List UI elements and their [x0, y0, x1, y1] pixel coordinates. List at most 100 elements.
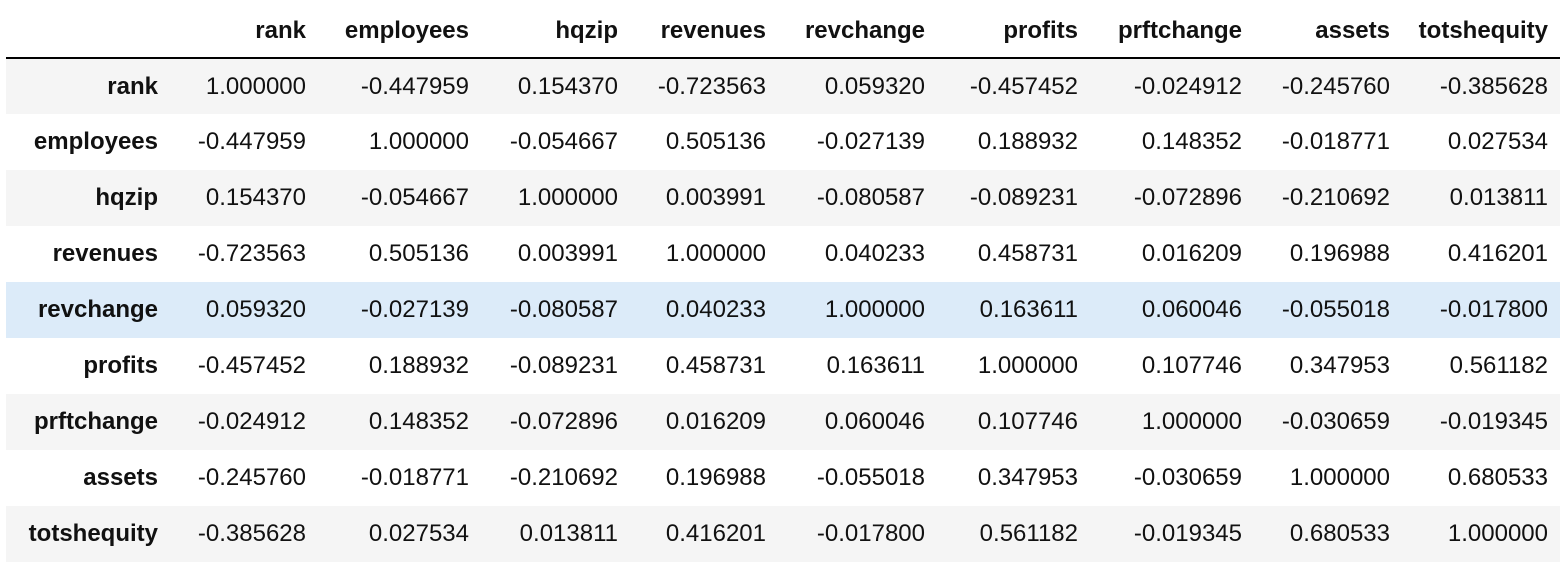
table-cell: -0.055018	[1281, 296, 1390, 323]
table-cell: 0.416201	[665, 520, 766, 547]
column-header-revenues: revenues	[630, 5, 778, 59]
table-row: employees -0.447959 1.000000 -0.054667 0.505…	[6, 114, 1560, 170]
table-cell: 0.347953	[977, 464, 1078, 491]
table-cell: -0.210692	[509, 464, 618, 491]
column-header-profits: profits	[937, 5, 1090, 59]
table-cell: 0.013811	[1449, 184, 1548, 211]
table-cell: 0.016209	[665, 408, 766, 435]
table-cell: 0.347953	[1289, 352, 1390, 379]
table-cell: -0.027139	[360, 296, 469, 323]
row-label: prftchange	[33, 408, 158, 435]
table-cell: 0.561182	[979, 520, 1078, 547]
table-cell: -0.210692	[1281, 184, 1390, 211]
table-cell: -0.385628	[1439, 72, 1548, 100]
table-cell: 0.016209	[1141, 240, 1242, 267]
table-cell: -0.030659	[1133, 464, 1242, 491]
table-cell: 0.059320	[824, 72, 925, 100]
row-label: employees	[33, 128, 158, 155]
correlation-table: rank employees hqzip revenues revchange …	[6, 5, 1560, 562]
table-cell: -0.457452	[197, 352, 306, 379]
table-cell: -0.019345	[1439, 408, 1548, 435]
table-cell: -0.447959	[360, 72, 469, 100]
table-cell: -0.017800	[816, 520, 925, 547]
table-row: profits -0.457452 0.188932 -0.089231 0.45873…	[6, 338, 1560, 394]
table-cell: 1.000000	[368, 128, 469, 155]
column-header-assets: assets	[1254, 5, 1402, 59]
column-header-revchange: revchange	[778, 5, 937, 59]
table-cell: -0.054667	[360, 184, 469, 211]
table-cell: -0.018771	[360, 464, 469, 491]
row-label: profits	[83, 352, 158, 379]
table-cell: 0.107746	[1141, 352, 1242, 379]
table-cell: -0.080587	[816, 184, 925, 211]
column-header-prftchange: prftchange	[1090, 5, 1254, 59]
row-label: hqzip	[95, 184, 158, 211]
table-cell: -0.030659	[1281, 408, 1390, 435]
row-label: revenues	[52, 240, 158, 267]
table-cell: 1.000000	[1447, 520, 1548, 547]
table-row: prftchange -0.024912 0.148352 -0.072896 0.01…	[6, 394, 1560, 450]
table-cell: 0.148352	[1141, 128, 1242, 155]
table-cell: 0.003991	[517, 240, 618, 267]
table-cell: -0.457452	[969, 72, 1078, 100]
table-cell: 0.196988	[665, 464, 766, 491]
table-cell: -0.055018	[816, 464, 925, 491]
table-cell: 0.505136	[368, 240, 469, 267]
column-header-hqzip: hqzip	[481, 5, 630, 59]
column-header-totshequity: totshequity	[1402, 5, 1560, 59]
table-cell: 0.013811	[519, 520, 618, 547]
table-cell: 1.000000	[665, 240, 766, 267]
table-cell: 0.196988	[1289, 240, 1390, 267]
table-cell: 0.060046	[824, 408, 925, 435]
table-cell: 1.000000	[1289, 464, 1390, 491]
table-row: assets -0.245760 -0.018771 -0.210692 0.19698…	[6, 450, 1560, 506]
table-cell: -0.385628	[197, 520, 306, 547]
table-cell: -0.024912	[197, 408, 306, 435]
table-cell: 0.060046	[1141, 296, 1242, 323]
table-cell: 1.000000	[824, 296, 925, 323]
table-cell: 0.027534	[368, 520, 469, 547]
header-row: rank employees hqzip revenues revchange …	[6, 5, 1560, 59]
index-header	[6, 5, 170, 59]
table-body: rank 1.000000 -0.447959 0.154370 -0.723563 0.…	[6, 58, 1560, 562]
table-row: hqzip 0.154370 -0.054667 1.000000 0.003991 -0…	[6, 170, 1560, 226]
table-cell: 0.188932	[368, 352, 469, 379]
table-row: revchange 0.059320 -0.027139 -0.080587 0.040…	[6, 282, 1560, 338]
table-cell: 0.027534	[1447, 128, 1548, 155]
table-row: totshequity -0.385628 0.027534 0.013811 0.41…	[6, 506, 1560, 562]
table-cell: 0.416201	[1447, 240, 1548, 267]
table-cell: -0.089231	[509, 352, 618, 379]
table-cell: 0.154370	[205, 184, 306, 211]
table-cell: -0.723563	[197, 240, 306, 267]
table-cell: -0.018771	[1281, 128, 1390, 155]
table-cell: 0.003991	[665, 184, 766, 211]
table-cell: -0.027139	[816, 128, 925, 155]
table-cell: 0.680533	[1447, 464, 1548, 491]
table-cell: 0.059320	[205, 296, 306, 323]
table-cell: 0.107746	[977, 408, 1078, 435]
table-cell: 0.561182	[1449, 352, 1548, 379]
table-cell: 0.188932	[977, 128, 1078, 155]
row-label: totshequity	[28, 520, 158, 547]
table-cell: 1.000000	[205, 72, 306, 100]
table-cell: 0.040233	[824, 240, 925, 267]
table-cell: 1.000000	[1141, 408, 1242, 435]
row-label: assets	[83, 464, 158, 491]
column-header-rank: rank	[170, 5, 318, 59]
table-cell: 0.148352	[368, 408, 469, 435]
table-cell: -0.072896	[1133, 184, 1242, 211]
table-cell: -0.024912	[1133, 72, 1242, 100]
table-cell: 0.154370	[517, 72, 618, 100]
table-row: rank 1.000000 -0.447959 0.154370 -0.723563 0.…	[6, 58, 1560, 114]
table-cell: 1.000000	[977, 352, 1078, 379]
row-label: rank	[107, 72, 158, 100]
table-cell: 0.458731	[977, 240, 1078, 267]
table-cell: 0.040233	[665, 296, 766, 323]
column-header-employees: employees	[318, 5, 481, 59]
table-cell: 0.680533	[1289, 520, 1390, 547]
table-cell: -0.245760	[1281, 72, 1390, 100]
table-cell: 0.163611	[826, 352, 925, 379]
table-row: revenues -0.723563 0.505136 0.003991 1.00000…	[6, 226, 1560, 282]
table-cell: -0.054667	[509, 128, 618, 155]
table-cell: 0.163611	[979, 296, 1078, 323]
